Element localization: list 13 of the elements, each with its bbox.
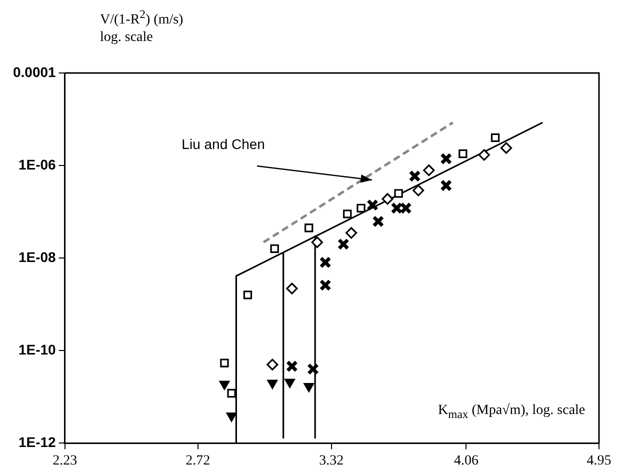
x-tick-label: 3.32 <box>319 453 344 468</box>
y-tick-label: 1E-06 <box>18 156 56 172</box>
x-tick-label: 2.72 <box>186 453 210 468</box>
x-tick-label: 4.95 <box>586 453 612 468</box>
text: Liu and Chen <box>182 136 265 152</box>
y-axis-title: V/(1-R$^{2}$) (m/s) log. scale <box>100 7 184 46</box>
x-axis-title: K$_{max}$ (Mpa√m), log. scale <box>438 403 586 421</box>
y-tick-label: 1E-10 <box>18 342 56 358</box>
y-tick-label: 1E-08 <box>18 248 56 265</box>
y-tick-label: 0.0001 <box>12 64 56 80</box>
x-tick-label: 4.06 <box>454 453 478 468</box>
x-tick-label: 2.23 <box>52 453 78 468</box>
y-tick-label: 1E-12 <box>18 434 56 450</box>
